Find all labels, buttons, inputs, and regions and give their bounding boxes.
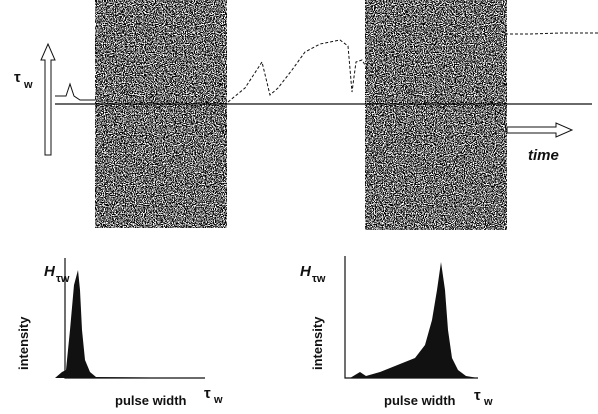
y-label-sub: w <box>23 79 33 91</box>
hist-title-sub: τw <box>56 273 70 285</box>
axis-arrow <box>40 42 56 156</box>
axis-arrow <box>506 122 574 138</box>
trace-panel: τ w time <box>14 0 598 230</box>
x-label: pulse width <box>115 393 187 408</box>
x-end-label: τ <box>474 387 481 404</box>
histogram-area <box>55 270 200 378</box>
trace <box>505 32 598 35</box>
hist-title-sub: τw <box>312 273 326 285</box>
axes <box>64 258 205 379</box>
hist-title: H <box>44 263 56 280</box>
image-block <box>95 0 227 228</box>
hist-title: H <box>300 263 312 280</box>
trace <box>227 39 369 103</box>
x-end-sub: w <box>213 394 223 406</box>
image-block <box>365 0 507 230</box>
x-end-label: τ <box>204 385 211 402</box>
trace <box>55 82 95 101</box>
x-label: pulse width <box>384 393 456 408</box>
y-label: intensity <box>16 316 31 370</box>
x-label: time <box>528 147 559 164</box>
y-label: τ <box>14 69 21 86</box>
histogram: H τw intensity pulse width τ w <box>16 258 223 408</box>
x-end-sub: w <box>483 396 493 408</box>
axes <box>344 256 478 379</box>
histogram-area <box>350 262 478 378</box>
histogram: H τw intensity pulse width τ w <box>300 256 493 408</box>
y-label: intensity <box>310 316 325 370</box>
